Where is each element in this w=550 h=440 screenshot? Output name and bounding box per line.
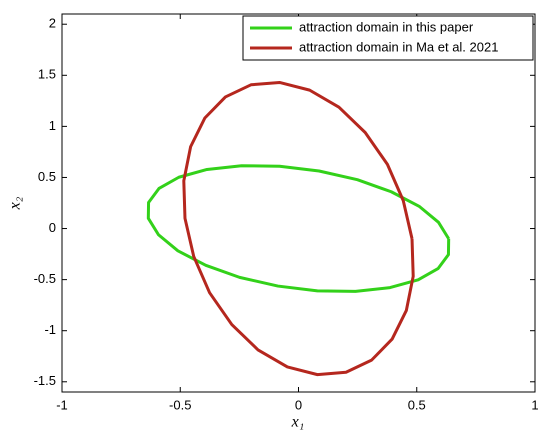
y-tick-label: -1.5 xyxy=(34,373,56,388)
y-tick-label: 0 xyxy=(49,220,56,235)
y-tick-label: 2 xyxy=(49,16,56,31)
legend-label: attraction domain in this paper xyxy=(299,19,474,34)
x-tick-label: -0.5 xyxy=(169,397,191,412)
x-tick-label: 1 xyxy=(531,397,538,412)
y-tick-label: -0.5 xyxy=(34,271,56,286)
y-tick-label: 0.5 xyxy=(38,169,56,184)
plot-frame xyxy=(61,13,536,393)
legend-box xyxy=(242,15,534,61)
y-tick-label: 1 xyxy=(49,118,56,133)
series-line xyxy=(182,80,415,377)
legend-label: attraction domain in Ma et al. 2021 xyxy=(299,39,498,54)
x-tick-label: 0 xyxy=(295,397,302,412)
x-tick-label: 0.5 xyxy=(408,397,426,412)
series-line xyxy=(146,164,451,293)
y-axis-label: x₂ xyxy=(7,196,24,210)
y-tick-label: -1 xyxy=(44,322,56,337)
x-tick-label: -1 xyxy=(56,397,68,412)
y-tick-label: 1.5 xyxy=(38,67,56,82)
x-axis-label: x₁ xyxy=(291,414,305,431)
